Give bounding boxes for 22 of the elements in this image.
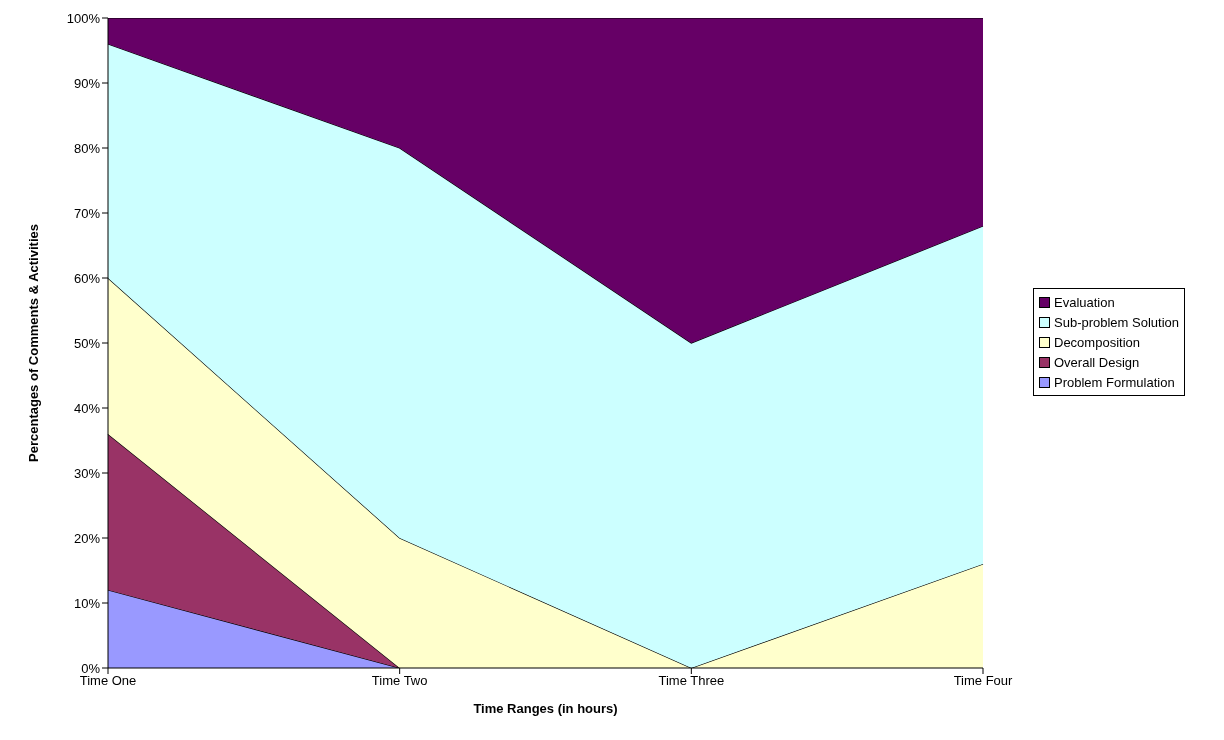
y-tick-label: 20% — [73, 530, 101, 546]
legend-label: Sub-problem Solution — [1054, 314, 1180, 330]
legend-label: Evaluation — [1054, 294, 1115, 310]
x-tick-label: Time Three — [658, 673, 725, 689]
y-tick-label: 70% — [73, 205, 101, 221]
x-tick-label: Time One — [79, 673, 137, 689]
y-tick-label: 50% — [73, 335, 101, 351]
x-tick-label: Time Four — [953, 673, 1014, 689]
y-tick-label: 80% — [73, 140, 101, 156]
legend-label: Overall Design — [1054, 354, 1140, 370]
x-axis-title: Time Ranges (in hours) — [473, 701, 618, 716]
y-tick-label: 40% — [73, 400, 101, 416]
legend-label: Problem Formulation — [1054, 374, 1175, 390]
y-tick-label: 30% — [73, 465, 101, 481]
legend-label: Decomposition — [1054, 334, 1140, 350]
y-axis-title: Percentages of Comments & Activities — [25, 224, 41, 462]
x-tick-label: Time Two — [371, 673, 428, 689]
y-tick-label: 0% — [81, 660, 101, 676]
y-tick-label: 60% — [73, 270, 101, 286]
y-tick-label: 10% — [73, 595, 101, 611]
y-tick-label: 90% — [73, 75, 101, 91]
y-tick-label: 100% — [66, 10, 101, 26]
